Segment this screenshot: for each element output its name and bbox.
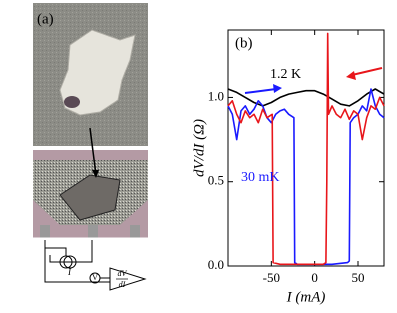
annotation: 30 mK [241, 170, 280, 185]
y-tick-label: 0.5 [208, 173, 224, 188]
panel-label: (b) [235, 35, 253, 51]
circuit-label: I [67, 267, 72, 277]
y-tick-label: 0.0 [208, 257, 224, 272]
sweep-arrow [351, 67, 383, 76]
data-line [227, 88, 385, 107]
annotation: 1.2 K [270, 67, 301, 82]
y-axis-label: dV/dI (Ω) [191, 119, 207, 177]
data-line [227, 32, 385, 266]
data-line [227, 88, 385, 266]
photo-flake [33, 3, 148, 146]
panel-label: (a) [37, 11, 54, 27]
x-axis-label: I (mA) [286, 289, 326, 305]
arrow-head [346, 71, 356, 80]
y-tick-label: 1.0 [208, 88, 224, 103]
x-tick-label: 50 [352, 270, 365, 285]
circuit-label: dV [118, 269, 128, 278]
circuit-label: dI [119, 280, 126, 289]
x-tick-label: 0 [311, 270, 318, 285]
pointer-arrow [89, 127, 97, 176]
arrow-head [273, 84, 282, 93]
arrow-head [92, 170, 99, 178]
circuit [32, 237, 149, 293]
sweep-arrow [244, 88, 277, 94]
plot-frame [227, 29, 385, 267]
photo-device [33, 150, 148, 238]
circuit-label: V [92, 273, 98, 282]
x-tick-label: -50 [263, 270, 280, 285]
